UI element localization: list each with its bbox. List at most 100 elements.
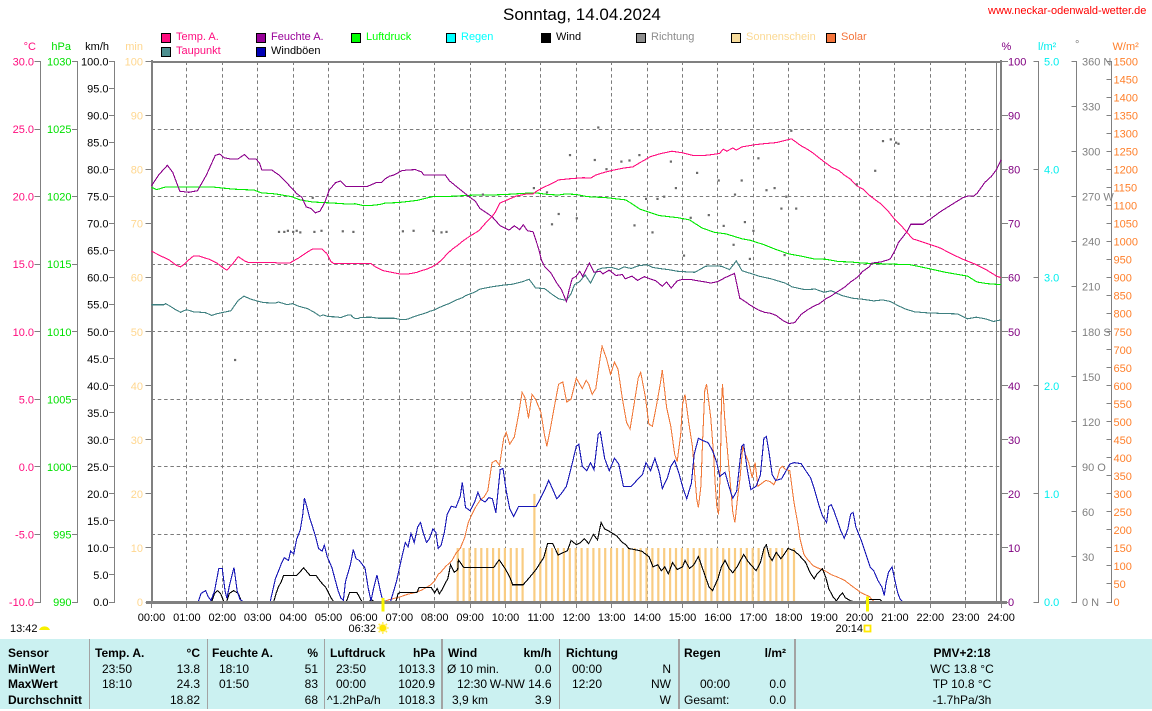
svg-text:70.0: 70.0 — [87, 219, 108, 231]
svg-text:24:00: 24:00 — [987, 612, 1015, 624]
svg-text:22:00: 22:00 — [917, 612, 945, 624]
svg-text:250: 250 — [1114, 507, 1132, 519]
svg-text:0: 0 — [137, 597, 143, 609]
svg-text:995: 995 — [53, 529, 71, 541]
svg-text:0: 0 — [1008, 597, 1014, 609]
svg-text:1020: 1020 — [47, 192, 71, 204]
svg-text:800: 800 — [1114, 309, 1132, 321]
svg-text:10: 10 — [131, 543, 143, 555]
svg-text:12:00: 12:00 — [563, 612, 591, 624]
svg-text:11:00: 11:00 — [528, 612, 555, 624]
svg-text:70: 70 — [131, 219, 143, 231]
svg-text:00:00: 00:00 — [138, 612, 166, 624]
svg-text:5.0: 5.0 — [19, 394, 34, 406]
svg-text:55.0: 55.0 — [87, 300, 108, 312]
svg-text:20: 20 — [1008, 489, 1020, 501]
svg-text:l/m²: l/m² — [1038, 41, 1057, 53]
svg-text:20:14: 20:14 — [835, 623, 863, 635]
svg-text:330: 330 — [1082, 102, 1100, 114]
svg-text:17:00: 17:00 — [740, 612, 768, 624]
svg-text:85.0: 85.0 — [87, 138, 108, 150]
svg-text:1400: 1400 — [1114, 93, 1138, 105]
svg-text:120: 120 — [1082, 417, 1100, 429]
svg-text:1350: 1350 — [1114, 111, 1138, 123]
svg-text:15.0: 15.0 — [87, 516, 108, 528]
svg-text:1250: 1250 — [1114, 147, 1138, 159]
svg-text:20: 20 — [131, 489, 143, 501]
svg-text:13:00: 13:00 — [598, 612, 626, 624]
svg-text:40.0: 40.0 — [87, 381, 108, 393]
svg-text:2.0: 2.0 — [1044, 381, 1059, 393]
svg-text:70: 70 — [1008, 219, 1020, 231]
svg-text:750: 750 — [1114, 327, 1132, 339]
svg-text:14:00: 14:00 — [633, 612, 661, 624]
svg-text:100: 100 — [1008, 57, 1026, 69]
svg-text:90: 90 — [1008, 111, 1020, 123]
svg-text:09:00: 09:00 — [456, 612, 484, 624]
svg-text:45.0: 45.0 — [87, 354, 108, 366]
svg-text:02:00: 02:00 — [209, 612, 237, 624]
svg-text:5.0: 5.0 — [93, 570, 108, 582]
svg-text:1150: 1150 — [1114, 183, 1138, 195]
svg-text:5.0: 5.0 — [1044, 57, 1059, 69]
svg-text:03:00: 03:00 — [244, 612, 272, 624]
svg-text:200: 200 — [1114, 525, 1132, 537]
svg-text:500: 500 — [1114, 417, 1132, 429]
svg-text:05:00: 05:00 — [315, 612, 343, 624]
svg-text:850: 850 — [1114, 291, 1132, 303]
svg-text:20.0: 20.0 — [87, 489, 108, 501]
svg-text:300: 300 — [1082, 147, 1100, 159]
svg-text:0: 0 — [1114, 597, 1120, 609]
svg-text:60: 60 — [1008, 273, 1020, 285]
svg-text:%: % — [1002, 41, 1012, 53]
svg-text:1030: 1030 — [47, 57, 71, 69]
svg-text:150: 150 — [1082, 372, 1100, 384]
svg-text:0.0: 0.0 — [19, 462, 34, 474]
svg-text:990: 990 — [53, 597, 71, 609]
svg-text:06:32: 06:32 — [348, 623, 376, 635]
svg-text:30: 30 — [1008, 435, 1020, 447]
svg-text:60: 60 — [131, 273, 143, 285]
svg-text:10:00: 10:00 — [492, 612, 520, 624]
svg-text:07:00: 07:00 — [386, 612, 414, 624]
svg-text:06:00: 06:00 — [350, 612, 378, 624]
svg-text:min: min — [125, 41, 143, 53]
svg-text:1200: 1200 — [1114, 165, 1138, 177]
svg-text:900: 900 — [1114, 273, 1132, 285]
svg-text:-5.0: -5.0 — [15, 529, 34, 541]
svg-text:13:42: 13:42 — [10, 623, 38, 635]
svg-text:450: 450 — [1114, 435, 1132, 447]
svg-text:90: 90 — [131, 111, 143, 123]
svg-text:80.0: 80.0 — [87, 165, 108, 177]
svg-text:950: 950 — [1114, 255, 1132, 267]
svg-text:23:00: 23:00 — [952, 612, 980, 624]
svg-text:75.0: 75.0 — [87, 192, 108, 204]
svg-text:1000: 1000 — [47, 462, 71, 474]
svg-text:40: 40 — [131, 381, 143, 393]
svg-text:21:00: 21:00 — [881, 612, 909, 624]
svg-text:25.0: 25.0 — [13, 124, 34, 136]
svg-text:30.0: 30.0 — [13, 57, 34, 69]
svg-text:30: 30 — [131, 435, 143, 447]
svg-text:18:00: 18:00 — [775, 612, 803, 624]
svg-text:1050: 1050 — [1114, 219, 1138, 231]
svg-text:60.0: 60.0 — [87, 273, 108, 285]
svg-text:3.0: 3.0 — [1044, 273, 1059, 285]
svg-text:19:00: 19:00 — [810, 612, 838, 624]
svg-text:1010: 1010 — [47, 327, 71, 339]
svg-text:1500: 1500 — [1114, 57, 1138, 69]
svg-text:50: 50 — [131, 327, 143, 339]
svg-text:35.0: 35.0 — [87, 408, 108, 420]
svg-text:350: 350 — [1114, 471, 1132, 483]
svg-text:04:00: 04:00 — [279, 612, 307, 624]
svg-text:km/h: km/h — [85, 41, 109, 53]
svg-text:15.0: 15.0 — [13, 259, 34, 271]
svg-text:W/m²: W/m² — [1113, 41, 1140, 53]
svg-text:30.0: 30.0 — [87, 435, 108, 447]
svg-text:40: 40 — [1008, 381, 1020, 393]
svg-text:400: 400 — [1114, 453, 1132, 465]
svg-text:550: 550 — [1114, 399, 1132, 411]
svg-text:°: ° — [1075, 39, 1079, 51]
svg-text:210: 210 — [1082, 282, 1100, 294]
svg-text:30: 30 — [1082, 552, 1094, 564]
